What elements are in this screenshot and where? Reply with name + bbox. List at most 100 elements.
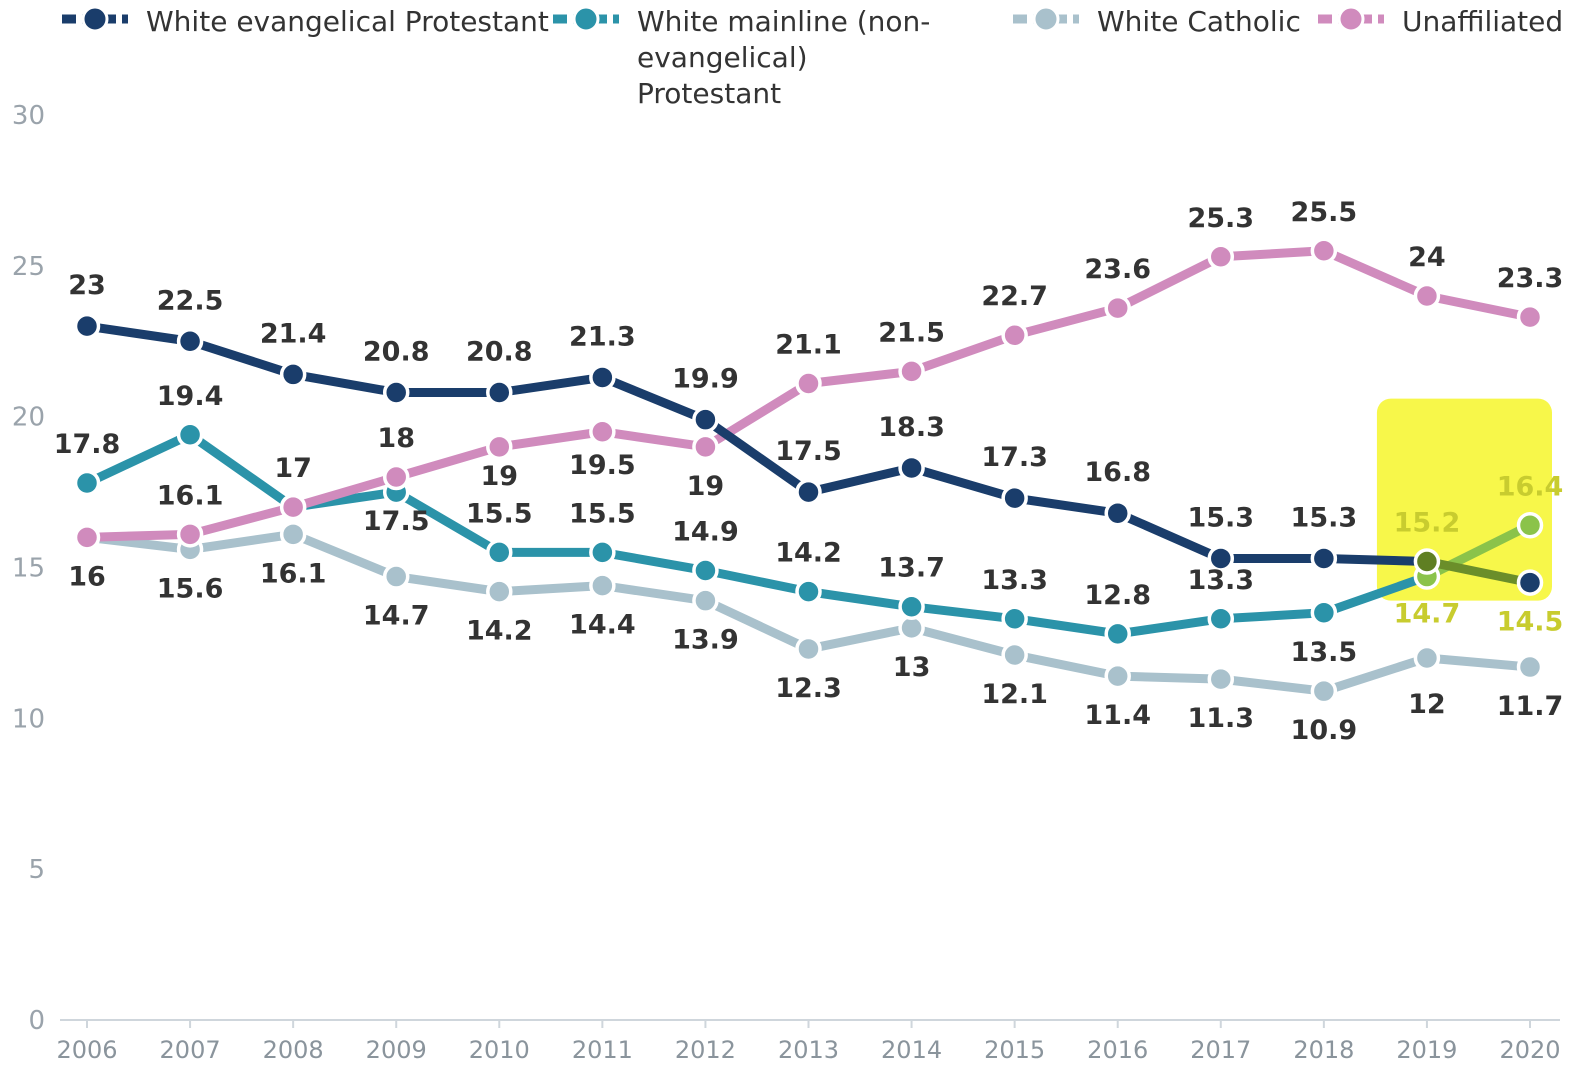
- data-point: [589, 539, 616, 566]
- series-segment: [391, 487, 504, 557]
- data-label: 18.3: [878, 412, 945, 443]
- data-point: [1413, 644, 1441, 672]
- series-segment: [1113, 508, 1226, 563]
- data-point: [1104, 294, 1131, 322]
- series-segment: [288, 529, 401, 582]
- data-point: [279, 493, 307, 521]
- legend-item-unaffiliated[interactable]: Unaffiliated: [1318, 4, 1563, 40]
- data-point: [692, 433, 719, 461]
- data-label: 13.7: [878, 553, 945, 584]
- legend-item-white-evangelical[interactable]: White evangelical Protestant: [62, 4, 549, 40]
- data-label: 19.4: [157, 381, 224, 412]
- series-segment: [82, 430, 195, 488]
- data-point: [176, 521, 204, 548]
- series-segment: [1422, 556, 1535, 588]
- y-tick-label: 10: [12, 704, 45, 734]
- data-label: 21.1: [775, 329, 842, 360]
- data-point: [176, 421, 204, 449]
- data-point: [1001, 484, 1028, 512]
- data-point: [1413, 282, 1441, 310]
- data-point: [898, 454, 925, 482]
- data-label: 24: [1408, 242, 1446, 273]
- data-label: 10.9: [1291, 715, 1358, 746]
- y-tick-label: 20: [12, 403, 45, 433]
- data-label: 22.7: [981, 281, 1048, 312]
- series-segment: [597, 547, 710, 576]
- data-label: 14.9: [672, 517, 739, 548]
- x-tick-label: 2017: [1190, 1036, 1251, 1064]
- legend-swatch-icon: [1013, 5, 1079, 33]
- data-point: [1207, 243, 1235, 271]
- data-point: [1001, 641, 1028, 669]
- data-label: 17.5: [363, 506, 430, 537]
- series-segment: [494, 372, 607, 398]
- series-segment: [1422, 653, 1535, 672]
- data-point: [692, 406, 719, 433]
- data-label: 13: [893, 652, 931, 683]
- series-segment: [391, 442, 504, 482]
- data-point: [589, 572, 616, 599]
- series-segment: [494, 581, 607, 597]
- data-point: [279, 521, 307, 548]
- series-segment: [1113, 614, 1226, 639]
- x-tick-label: 2015: [984, 1036, 1045, 1064]
- y-tick-label: 25: [12, 252, 45, 282]
- x-tick-label: 2008: [263, 1036, 324, 1064]
- data-label: 15.3: [1187, 502, 1254, 533]
- data-point: [1104, 620, 1131, 648]
- series-segment: [1319, 553, 1432, 566]
- data-point: [1310, 677, 1338, 705]
- series-segment: [1010, 493, 1123, 518]
- series-segment: [185, 336, 298, 379]
- data-label: 14.2: [775, 538, 842, 569]
- data-label: 17: [274, 453, 312, 484]
- x-tick-label: 2006: [56, 1036, 117, 1064]
- data-label: 12: [1408, 689, 1446, 720]
- data-point: [73, 312, 101, 340]
- x-tick-label: 2010: [469, 1036, 530, 1064]
- data-point: [1413, 548, 1441, 575]
- data-label: 15.5: [466, 498, 533, 529]
- data-point: [795, 578, 822, 605]
- series-segment: [1216, 674, 1329, 696]
- data-point: [1104, 662, 1131, 690]
- series-segment: [1010, 303, 1123, 340]
- data-point: [1516, 653, 1544, 681]
- data-label: 19: [480, 461, 518, 492]
- x-tick-label: 2014: [881, 1036, 942, 1064]
- data-label: 13.9: [672, 625, 739, 656]
- data-label: 12.8: [1084, 580, 1151, 611]
- data-point: [1207, 605, 1235, 633]
- series-segment: [185, 430, 298, 512]
- legend-item-white-catholic[interactable]: White Catholic: [1013, 4, 1301, 40]
- data-point: [279, 361, 307, 388]
- data-label: 12.1: [981, 679, 1048, 710]
- data-label: 14.5: [1497, 607, 1564, 638]
- series-segment: [1010, 614, 1123, 639]
- data-point: [1310, 237, 1338, 264]
- data-point: [486, 379, 513, 406]
- data-point: [1516, 569, 1544, 596]
- data-point: [692, 557, 719, 584]
- y-tick-label: 0: [28, 1006, 45, 1036]
- data-label: 18: [377, 423, 415, 454]
- data-point: [1310, 545, 1338, 572]
- series-segment: [1113, 671, 1226, 684]
- legend-item-white-mainline[interactable]: White mainline (non-evangelical) Protest…: [553, 4, 953, 112]
- series-segment: [288, 472, 401, 512]
- x-tick-label: 2012: [675, 1036, 736, 1064]
- data-point: [1310, 599, 1338, 626]
- data-point: [589, 418, 616, 445]
- x-tick-label: 2019: [1396, 1036, 1457, 1064]
- series-segment: [82, 321, 195, 346]
- data-label: 11.3: [1187, 703, 1254, 734]
- series-segment: [804, 463, 917, 497]
- data-point: [176, 328, 204, 355]
- legend-swatch-icon: [62, 5, 128, 33]
- series-segment: [288, 369, 401, 398]
- series-segment: [1010, 650, 1123, 681]
- data-point: [795, 478, 822, 506]
- data-label: 15.3: [1291, 502, 1358, 533]
- series-segment: [185, 529, 298, 554]
